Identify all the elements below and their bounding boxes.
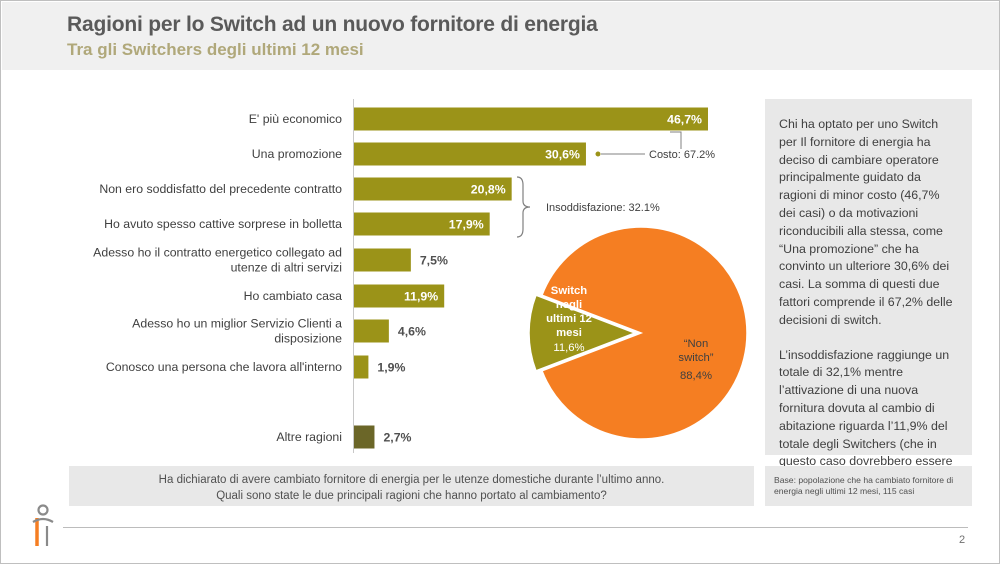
annotation-dissatisfaction-label: Insoddisfazione: 32.1% xyxy=(546,202,660,214)
survey-question-line-1: Ha dichiarato di avere cambiato fornitor… xyxy=(158,474,665,486)
pie-label-switch-line-1: negli xyxy=(556,299,582,311)
annotation-cost-label: Costo: 67.2% xyxy=(649,149,715,161)
pie-value-switch: 11,6% xyxy=(553,342,584,354)
page-title: Ragioni per lo Switch ad un nuovo fornit… xyxy=(67,13,598,36)
pie-label-non-switch-line-1: switch” xyxy=(678,352,713,364)
category-label-5: Ho cambiato casa xyxy=(244,289,343,303)
annotation-cost-marker xyxy=(594,150,602,158)
pie-slice-0 xyxy=(528,294,638,372)
pie-label-switch-line-2: ultimi 12 xyxy=(546,313,592,325)
bar-1 xyxy=(354,142,586,166)
bar-8 xyxy=(354,425,375,449)
footer-divider xyxy=(63,527,968,528)
category-label-1: Una promozione xyxy=(252,147,342,161)
annotation-cost-bracket xyxy=(670,131,682,149)
pie-label-switch-line-0: Switch xyxy=(551,285,588,297)
side-panel-paragraph-1: Chi ha optato per uno Switch per Il forn… xyxy=(779,117,953,327)
category-label-4-line-0: Adesso ho il contratto energetico colleg… xyxy=(93,246,342,260)
bar-0 xyxy=(354,107,708,131)
page-number: 2 xyxy=(959,534,966,546)
bar-value-label-7: 1,9% xyxy=(377,361,405,375)
annotation-dissatisfaction-brace xyxy=(516,176,531,238)
category-label-7: Conosco una persona che lavora all'inter… xyxy=(106,360,342,374)
header-band xyxy=(2,2,999,70)
category-label-6-line-0: Adesso ho un miglior Servizio Clienti a xyxy=(132,317,342,331)
category-label-6-line-1: disposizione xyxy=(274,332,342,346)
bar-value-label-5: 11,9% xyxy=(404,290,438,304)
bar-value-label-4: 7,5% xyxy=(420,254,448,268)
person-logo-icon xyxy=(32,504,54,546)
category-label-2: Non ero soddisfatto del precedente contr… xyxy=(99,182,342,196)
survey-question-box: Ha dichiarato di avere cambiato fornitor… xyxy=(69,466,754,506)
category-label-4-line-1: utenze di altri servizi xyxy=(231,261,342,275)
bar-2 xyxy=(354,177,512,201)
pie-label-non-switch-line-0: “Non xyxy=(684,338,709,350)
pie-slice-1 xyxy=(540,226,748,440)
pie-value-non-switch: 88,4% xyxy=(680,370,712,382)
base-note: Base: popolazione che ha cambiato fornit… xyxy=(765,466,972,506)
bar-6 xyxy=(354,319,389,343)
pie-label-switch-line-3: mesi xyxy=(556,327,582,339)
bar-5 xyxy=(354,284,445,308)
bar-3 xyxy=(354,212,490,236)
category-label-8: Altre ragioni xyxy=(276,430,342,444)
bar-value-label-3: 17,9% xyxy=(449,218,484,232)
side-panel-commentary: Chi ha optato per uno Switch per Il forn… xyxy=(765,99,972,486)
bar-value-label-6: 4,6% xyxy=(398,325,426,339)
bar-value-label-8: 2,7% xyxy=(383,431,411,445)
bar-value-label-2: 20,8% xyxy=(471,183,506,197)
category-label-0: E' più economico xyxy=(249,112,342,126)
bar-4 xyxy=(354,248,411,272)
page-subtitle: Tra gli Switchers degli ultimi 12 mesi xyxy=(67,40,364,59)
bar-7 xyxy=(354,355,369,379)
category-label-3: Ho avuto spesso cattive sorprese in boll… xyxy=(104,217,342,231)
survey-question-line-2: Quali sono state le due principali ragio… xyxy=(216,490,607,502)
bar-value-label-0: 46,7% xyxy=(667,113,702,127)
bar-value-label-1: 30,6% xyxy=(545,148,580,162)
